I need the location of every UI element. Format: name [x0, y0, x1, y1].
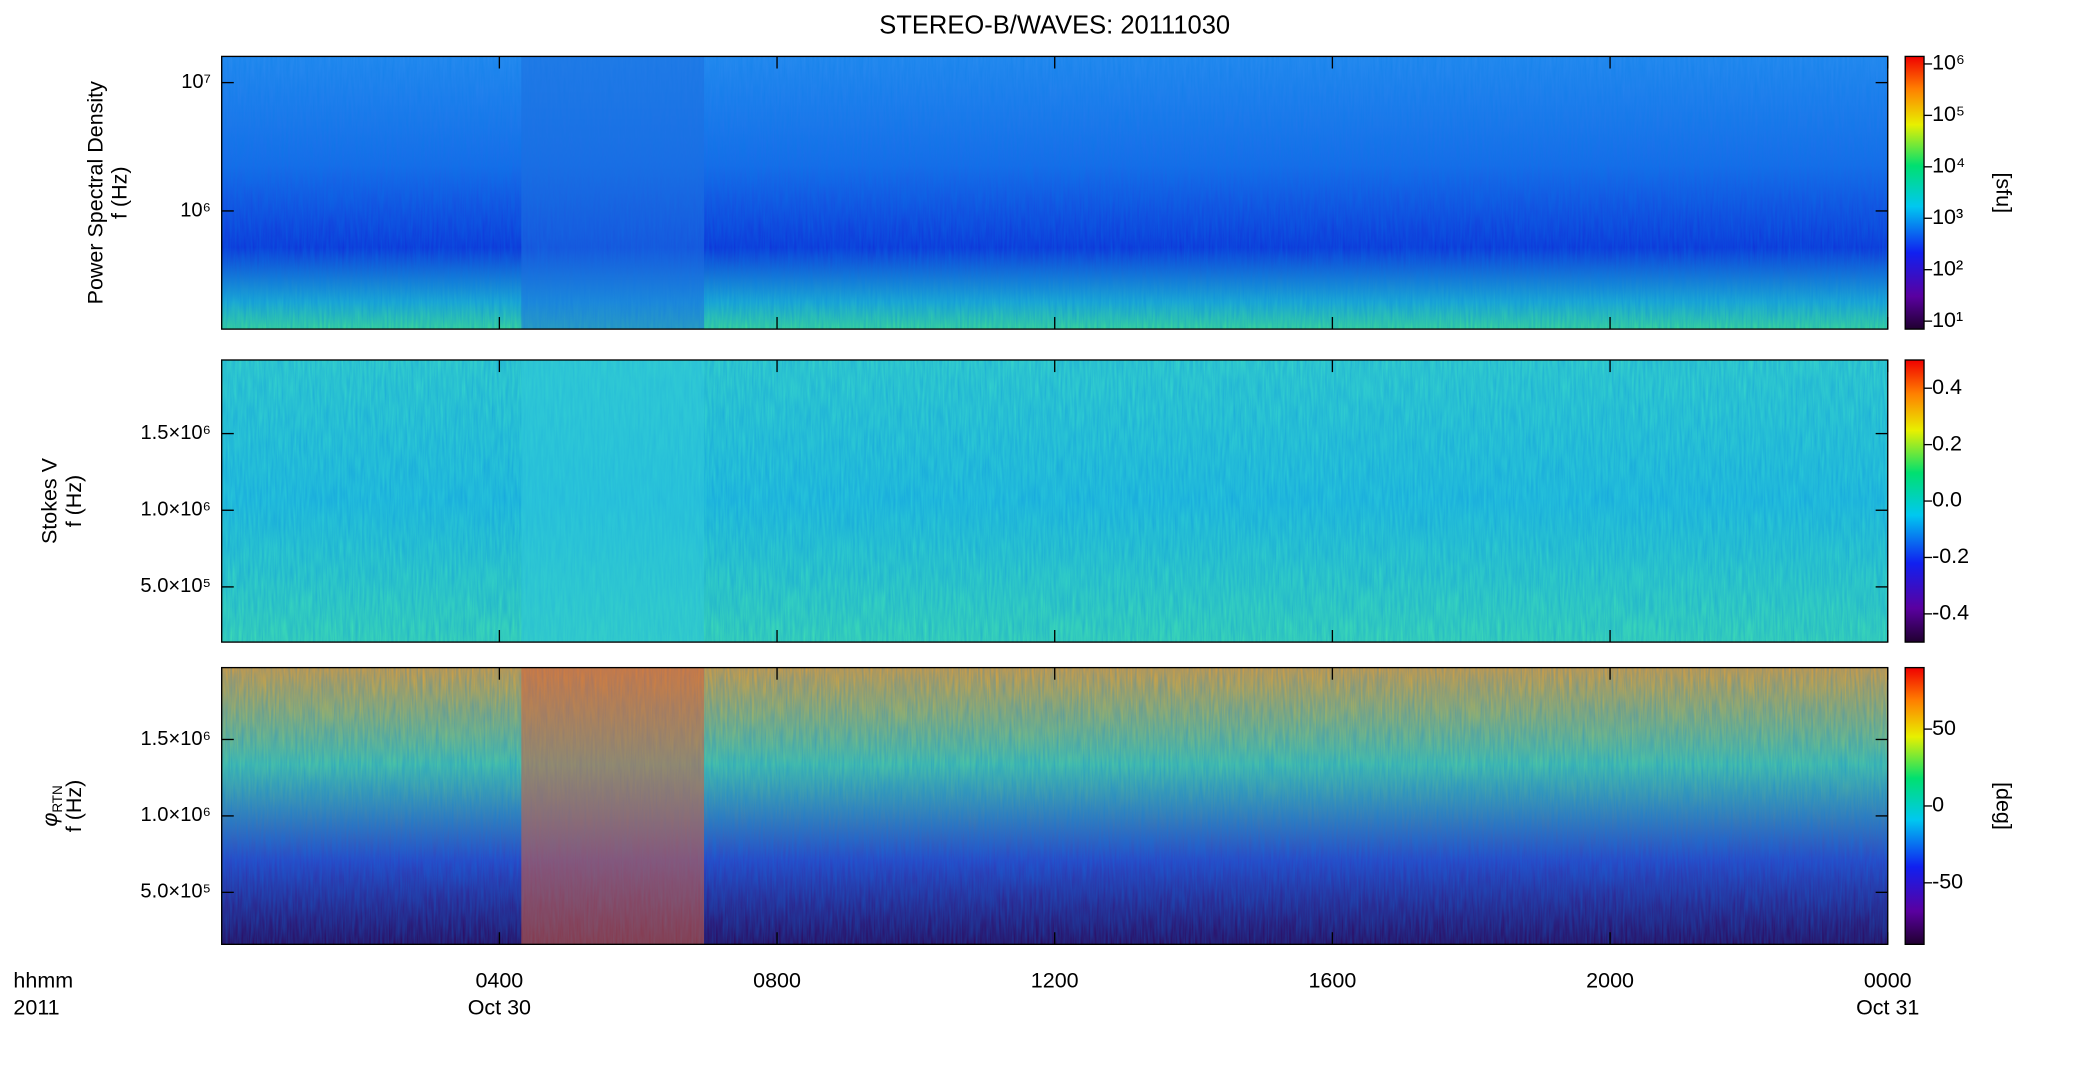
x-tick-label: 0400: [475, 969, 523, 993]
colorbar-tick-label: 10⁵: [1932, 102, 1965, 126]
x-tick-label: 1600: [1308, 969, 1356, 993]
colorbar-tick-label: 10³: [1932, 205, 1963, 229]
y-tick-label: 10⁶: [180, 199, 211, 221]
colorbar-tick-label: 0: [1932, 793, 1944, 817]
colorbar-tick-label: 10²: [1932, 256, 1963, 280]
spectrogram-texture: [221, 56, 1888, 330]
data-gap-region: [521, 360, 705, 643]
colorbar-tick-label: 0.0: [1932, 488, 1962, 512]
colorbar: [1904, 359, 1925, 643]
colorbar-tick-label: -0.4: [1932, 601, 1969, 625]
x-tick-label: 1200: [1031, 969, 1079, 993]
y-tick-label: 1.0×10⁶: [140, 804, 210, 826]
y-tick-label: 5.0×10⁵: [140, 575, 211, 597]
y-tick-label: 1.5×10⁶: [140, 728, 210, 750]
colorbar-tick-label: 10¹: [1932, 308, 1963, 332]
y-axis-label: Stokes V: [38, 457, 62, 544]
colorbar-tick-label: 0.2: [1932, 431, 1962, 455]
y-axis-label: φRTN: [38, 785, 65, 826]
colorbar-tick-label: 10⁶: [1932, 51, 1965, 75]
x-tick-label: 0800: [753, 969, 801, 993]
y-tick-label: 1.0×10⁶: [140, 499, 210, 521]
colorbar-label: [deg]: [1991, 782, 2015, 830]
x-axis-label: 2011: [13, 995, 59, 1019]
colorbar-tick-label: 0.4: [1932, 375, 1962, 399]
colorbar-tick-label: -0.2: [1932, 544, 1969, 568]
colorbar: [1904, 55, 1925, 330]
y-tick-label: 1.5×10⁶: [140, 422, 210, 444]
x-date-label: Oct 31: [1856, 995, 1919, 1019]
colorbar-label: [sfu]: [1991, 172, 2015, 213]
y-axis-unit: f (Hz): [62, 780, 86, 833]
spectrogram-texture: [221, 360, 1888, 643]
colorbar-tick-label: -50: [1932, 870, 1963, 894]
y-axis-symbol: φ: [38, 813, 62, 827]
y-axis-label: Power Spectral Density: [83, 81, 107, 305]
y-axis-subscript: RTN: [49, 785, 64, 812]
y-axis-label: f (Hz): [108, 167, 132, 220]
x-tick-label: 2000: [1586, 969, 1634, 993]
chart-title: STEREO-B/WAVES: 20111030: [879, 12, 1230, 40]
colorbar-tick-label: 10⁴: [1932, 153, 1965, 177]
colorbar-tick-label: 50: [1932, 716, 1956, 740]
x-date-label: Oct 30: [468, 995, 531, 1019]
data-gap-region: [521, 56, 705, 330]
y-axis-label: f (Hz): [62, 475, 86, 528]
y-tick-label: 5.0×10⁵: [140, 881, 211, 903]
colorbar: [1904, 666, 1925, 945]
data-gap-region: [521, 667, 705, 945]
x-axis-label: hhmm: [13, 969, 73, 993]
y-tick-label: 10⁷: [181, 71, 211, 93]
spectrogram-texture: [221, 667, 1888, 945]
x-tick-label: 0000: [1864, 969, 1912, 993]
